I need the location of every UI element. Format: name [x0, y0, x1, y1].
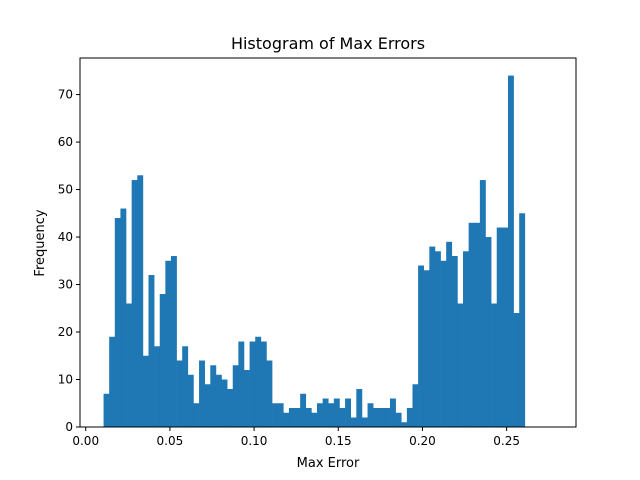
- histogram-bar: [126, 303, 132, 427]
- histogram-bar: [491, 303, 498, 427]
- histogram-bar: [429, 246, 436, 427]
- histogram-bar: [496, 227, 503, 427]
- histogram-bar: [232, 365, 239, 427]
- histogram-bar: [249, 341, 256, 427]
- y-tick-label: 50: [58, 183, 73, 197]
- histogram-bar: [356, 389, 363, 427]
- histogram-bar: [238, 341, 245, 427]
- histogram-bar: [485, 237, 492, 427]
- histogram-bar: [204, 384, 211, 427]
- histogram-bar: [210, 365, 217, 427]
- histogram-bar: [120, 208, 127, 427]
- x-tick-label: 0.00: [72, 434, 99, 448]
- y-axis-label: Frequency: [33, 209, 48, 276]
- histogram-bar: [288, 408, 295, 427]
- histogram-bar: [283, 412, 290, 427]
- histogram-bar: [300, 393, 307, 427]
- histogram-bar: [339, 408, 346, 427]
- histogram-bar: [114, 218, 121, 427]
- x-tick-label: 0.15: [325, 434, 352, 448]
- x-axis-ticks: 0.00 0.05 0.10 0.15 0.20 0.25: [72, 427, 520, 448]
- histogram-bar: [513, 313, 520, 427]
- histogram-bar: [434, 251, 441, 427]
- histogram-bar: [182, 346, 189, 427]
- histogram-bar: [142, 355, 149, 427]
- histogram-bar: [137, 175, 144, 427]
- histogram-bar: [311, 412, 318, 427]
- histogram-bar: [255, 336, 262, 427]
- y-tick-label: 20: [58, 325, 73, 339]
- histogram-bar: [345, 398, 352, 427]
- histogram-bar: [148, 275, 155, 427]
- y-tick-label: 70: [58, 88, 73, 102]
- y-tick-label: 60: [58, 135, 73, 149]
- chart-title: Histogram of Max Errors: [231, 34, 425, 53]
- y-tick-label: 30: [58, 278, 73, 292]
- histogram-bar: [390, 398, 396, 427]
- histogram-bar: [109, 336, 116, 427]
- bars-group: [103, 75, 526, 427]
- histogram-bar: [446, 241, 453, 427]
- histogram-bar: [468, 222, 475, 427]
- histogram-bar: [474, 222, 481, 427]
- histogram-bar: [463, 251, 469, 427]
- histogram-bar: [317, 403, 323, 427]
- y-tick-label: 0: [65, 420, 73, 434]
- histogram-bar: [412, 384, 419, 427]
- histogram-bar: [170, 256, 177, 427]
- histogram-bar: [305, 408, 312, 427]
- histogram-bar: [165, 260, 172, 427]
- histogram-bar: [451, 256, 458, 427]
- histogram-bar: [294, 408, 301, 427]
- histogram-bar: [406, 408, 413, 427]
- histogram-bar: [215, 374, 222, 427]
- histogram-bar: [423, 270, 430, 427]
- x-axis-label: Max Error: [297, 456, 360, 471]
- histogram-bar: [243, 370, 250, 427]
- histogram-bar: [361, 417, 368, 427]
- histogram-bar: [221, 379, 228, 427]
- histogram-bar: [440, 260, 447, 427]
- histogram-bar: [401, 422, 408, 427]
- histogram-bar: [272, 403, 278, 427]
- histogram-bar: [384, 408, 391, 427]
- histogram-bar: [266, 360, 273, 427]
- histogram-bar: [418, 265, 425, 427]
- histogram-bar: [277, 403, 284, 427]
- histogram-bar: [322, 398, 329, 427]
- histogram-bar: [199, 360, 205, 427]
- histogram-bar: [373, 408, 380, 427]
- histogram-bar: [395, 412, 402, 427]
- x-tick-label: 0.10: [241, 434, 268, 448]
- x-tick-label: 0.20: [409, 434, 436, 448]
- y-tick-label: 10: [58, 373, 73, 387]
- histogram-bar: [176, 360, 183, 427]
- histogram-bar: [378, 408, 385, 427]
- histogram-bar: [260, 341, 267, 427]
- x-tick-label: 0.05: [157, 434, 184, 448]
- histogram-bar: [154, 346, 161, 427]
- histogram-bar: [367, 403, 374, 427]
- histogram-bar: [227, 389, 234, 427]
- histogram-bar: [187, 374, 194, 427]
- histogram-bar: [333, 398, 340, 427]
- x-tick-label: 0.25: [493, 434, 520, 448]
- histogram-bar: [519, 213, 526, 427]
- histogram-bar: [479, 180, 486, 427]
- histogram-bar: [328, 403, 335, 427]
- histogram-bar: [159, 294, 166, 427]
- y-axis-ticks: 0 10 20 30 40 50 60 70: [58, 88, 80, 434]
- histogram-bar: [507, 75, 514, 427]
- histogram-bar: [193, 403, 200, 427]
- plot-frame: [79, 57, 577, 428]
- histogram-bar: [502, 227, 509, 427]
- histogram-bar: [131, 180, 138, 427]
- histogram-bar: [350, 417, 357, 427]
- y-tick-label: 40: [58, 230, 73, 244]
- histogram-bar: [457, 303, 464, 427]
- histogram-bar: [103, 393, 110, 427]
